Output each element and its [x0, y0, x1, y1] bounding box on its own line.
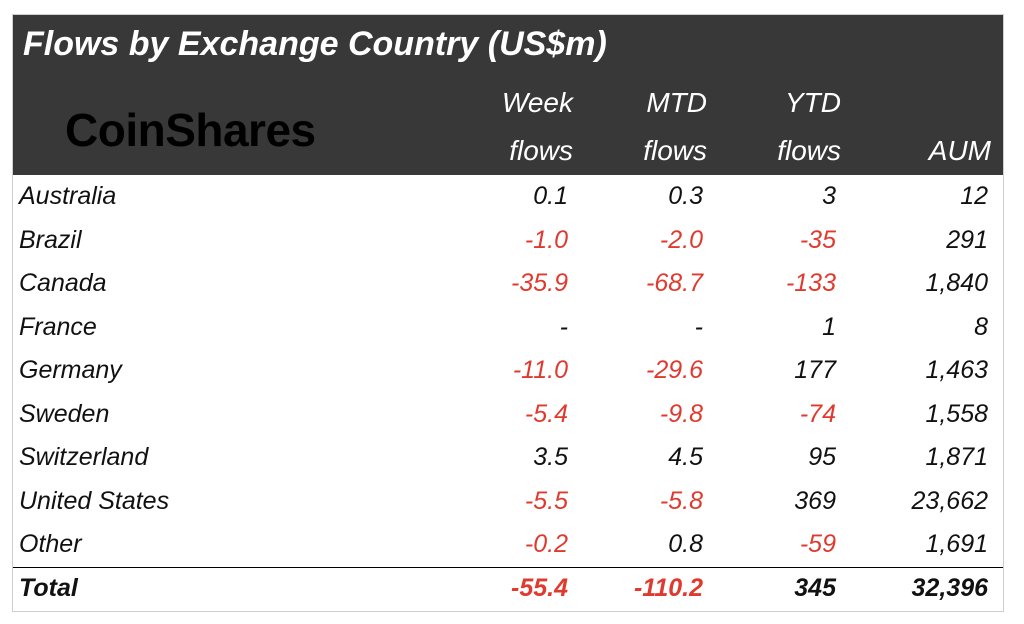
aum-value: 291	[946, 225, 988, 254]
ytd-value: 95	[808, 443, 836, 471]
flows-table: Flows by Exchange Country (US$m) CoinSha…	[12, 14, 1004, 612]
col-ytd-line2: flows	[777, 135, 841, 166]
aum-value: 1,463	[925, 356, 988, 384]
table-row: Germany -11.0 -29.6 177 1,463	[13, 349, 1003, 392]
total-week-value: -55.4	[511, 573, 568, 602]
ytd-value: 369	[794, 486, 836, 515]
aum-value: 1,871	[925, 443, 988, 471]
country-name: Sweden	[19, 399, 110, 428]
mtd-value: -2.0	[659, 225, 703, 254]
week-value: -11.0	[512, 356, 568, 384]
table-row: Australia 0.1 0.3 3 12	[13, 175, 1003, 218]
ytd-value: -133	[785, 269, 836, 297]
mtd-value: 0.3	[668, 182, 703, 210]
ytd-value: 1	[822, 312, 836, 341]
country-name: Germany	[19, 356, 122, 384]
week-value: 3.5	[533, 443, 568, 471]
total-label: Total	[19, 573, 78, 602]
aum-value: 8	[974, 312, 988, 341]
table-row: France - - 1 8	[13, 306, 1003, 349]
country-name: France	[19, 312, 97, 341]
country-name: Brazil	[19, 225, 82, 254]
total-divider	[13, 567, 1003, 568]
total-row: Total -55.4 -110.2 345 32,396	[13, 567, 1003, 610]
col-ytd-line1: YTD	[785, 87, 841, 118]
table-title: Flows by Exchange Country (US$m)	[23, 25, 607, 63]
col-week-line2: flows	[509, 135, 573, 166]
table-row: Canada -35.9 -68.7 -133 1,840	[13, 262, 1003, 305]
table-row: United States -5.5 -5.8 369 23,662	[13, 480, 1003, 523]
week-value: -5.4	[524, 399, 568, 428]
table-row: Sweden -5.4 -9.8 -74 1,558	[13, 393, 1003, 436]
coinshares-logo: CoinShares	[65, 104, 316, 156]
week-value: -35.9	[511, 269, 568, 297]
total-ytd-value: 345	[794, 573, 836, 602]
mtd-value: -9.8	[659, 399, 703, 428]
aum-value: 12	[960, 182, 988, 210]
week-value: 0.1	[533, 182, 568, 210]
ytd-value: 3	[822, 182, 836, 210]
mtd-value: -29.6	[646, 356, 703, 384]
total-mtd-value: -110.2	[633, 573, 703, 602]
week-value: -0.2	[524, 530, 568, 558]
table-row: Brazil -1.0 -2.0 -35 291	[13, 219, 1003, 262]
ytd-value: -35	[799, 225, 836, 254]
col-week-line1: Week	[501, 87, 573, 118]
country-name: Canada	[19, 269, 107, 297]
mtd-value: -	[694, 312, 703, 341]
table-header: Flows by Exchange Country (US$m) CoinSha…	[13, 15, 1003, 175]
col-mtd-line1: MTD	[646, 87, 707, 118]
country-name: United States	[19, 486, 170, 515]
col-aum-line2: AUM	[928, 135, 991, 166]
ytd-value: 177	[794, 356, 836, 384]
aum-value: 1,558	[925, 399, 988, 428]
ytd-value: -74	[799, 399, 836, 428]
week-value: -	[559, 312, 568, 341]
ytd-value: -59	[799, 530, 836, 558]
total-aum-value: 32,396	[911, 573, 988, 602]
week-value: -1.0	[524, 225, 568, 254]
col-mtd-line2: flows	[643, 135, 707, 166]
aum-value: 1,691	[925, 530, 988, 558]
mtd-value: -5.8	[659, 486, 703, 515]
country-name: Other	[19, 530, 82, 558]
country-name: Australia	[19, 182, 117, 210]
mtd-value: 0.8	[668, 530, 703, 558]
week-value: -5.5	[524, 486, 568, 515]
table-row: Other -0.2 0.8 -59 1,691	[13, 523, 1003, 566]
mtd-value: -68.7	[646, 269, 703, 297]
aum-value: 23,662	[911, 486, 988, 515]
mtd-value: 4.5	[668, 443, 703, 471]
table-row: Switzerland 3.5 4.5 95 1,871	[13, 436, 1003, 479]
aum-value: 1,840	[925, 269, 988, 297]
country-name: Switzerland	[19, 443, 149, 471]
